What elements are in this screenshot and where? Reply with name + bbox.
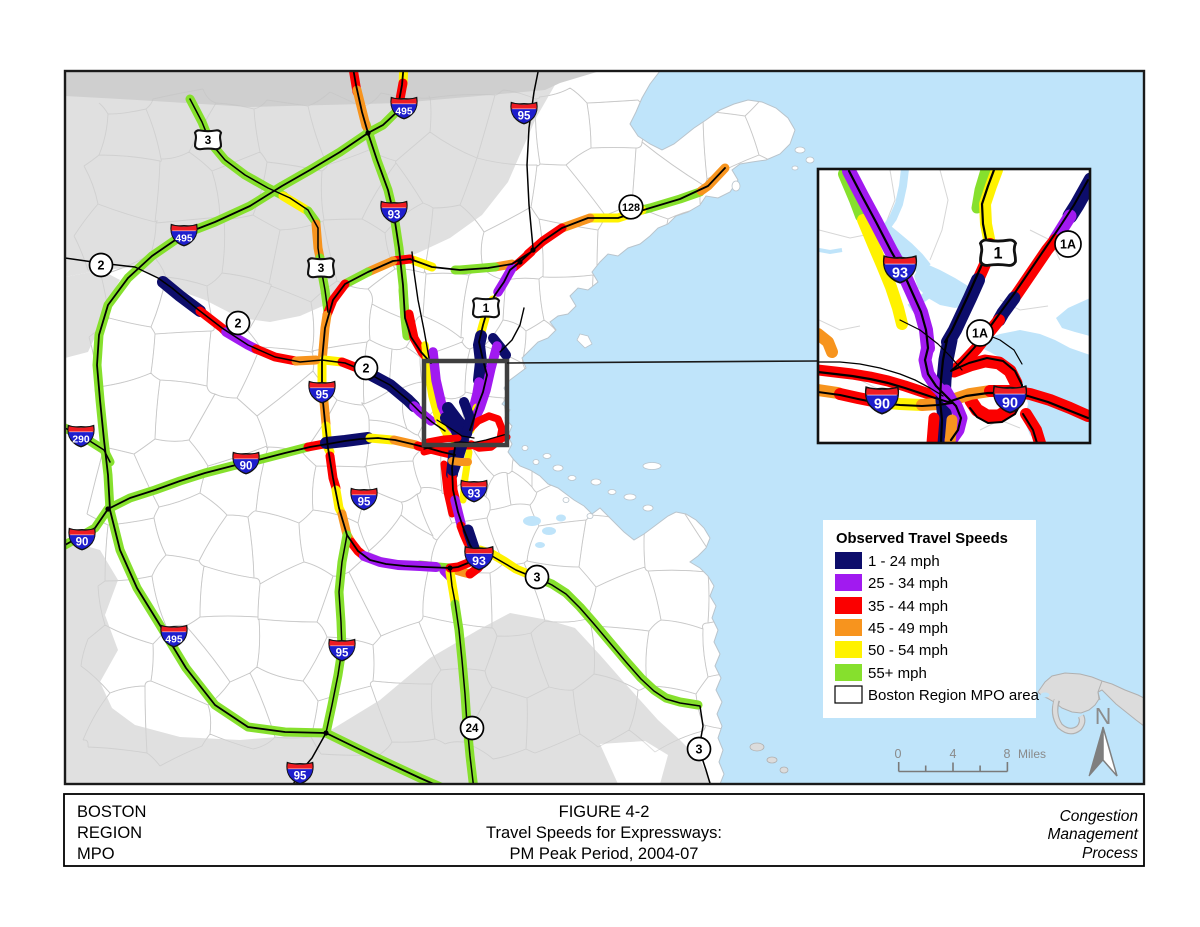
svg-text:N: N (1095, 703, 1112, 729)
svg-text:290: 290 (72, 435, 89, 446)
svg-text:495: 495 (175, 234, 192, 245)
svg-text:93: 93 (388, 210, 401, 222)
svg-text:90: 90 (874, 397, 890, 413)
svg-text:128: 128 (622, 202, 640, 214)
svg-text:0: 0 (895, 747, 902, 761)
svg-text:8: 8 (1004, 747, 1011, 761)
svg-text:Miles: Miles (1018, 747, 1046, 761)
svg-text:Travel Speeds for Expressways:: Travel Speeds for Expressways: (486, 824, 722, 842)
svg-text:90: 90 (76, 537, 89, 549)
svg-text:25 - 34 mph: 25 - 34 mph (868, 575, 948, 592)
svg-text:24: 24 (466, 723, 479, 735)
svg-text:95: 95 (518, 111, 531, 123)
svg-text:Management: Management (1048, 826, 1139, 843)
svg-text:FIGURE 4-2: FIGURE 4-2 (559, 803, 650, 821)
svg-text:1 - 24 mph: 1 - 24 mph (868, 553, 940, 570)
svg-text:55+ mph: 55+ mph (868, 665, 927, 682)
svg-text:Process: Process (1082, 845, 1138, 862)
svg-text:4: 4 (950, 747, 957, 761)
svg-text:Observed Travel Speeds: Observed Travel Speeds (836, 531, 1008, 547)
svg-text:90: 90 (240, 461, 253, 473)
svg-text:3: 3 (205, 133, 212, 147)
svg-text:1: 1 (993, 244, 1002, 262)
svg-text:95: 95 (294, 771, 307, 783)
svg-text:2: 2 (98, 259, 105, 273)
svg-text:35 - 44 mph: 35 - 44 mph (868, 598, 948, 615)
svg-text:3: 3 (534, 571, 541, 585)
svg-text:Boston Region MPO area: Boston Region MPO area (868, 687, 1040, 704)
svg-text:1: 1 (483, 301, 490, 315)
svg-text:BOSTON: BOSTON (77, 803, 146, 821)
svg-text:95: 95 (358, 497, 371, 509)
svg-text:1A: 1A (972, 327, 988, 341)
svg-text:PM Peak Period, 2004-07: PM Peak Period, 2004-07 (510, 845, 699, 863)
svg-text:93: 93 (472, 554, 486, 568)
svg-text:50 - 54 mph: 50 - 54 mph (868, 642, 948, 659)
svg-text:MPO: MPO (77, 845, 115, 863)
svg-text:95: 95 (336, 648, 349, 660)
svg-text:2: 2 (235, 317, 242, 331)
svg-text:45 - 49 mph: 45 - 49 mph (868, 620, 948, 637)
svg-text:90: 90 (1002, 396, 1018, 412)
svg-text:1A: 1A (1060, 238, 1076, 252)
svg-text:95: 95 (316, 390, 329, 402)
svg-text:Congestion: Congestion (1060, 808, 1138, 825)
svg-text:93: 93 (468, 489, 481, 501)
svg-text:495: 495 (395, 107, 412, 118)
svg-text:495: 495 (165, 635, 182, 646)
svg-text:93: 93 (892, 266, 908, 282)
svg-text:REGION: REGION (77, 824, 142, 842)
svg-text:3: 3 (318, 261, 325, 275)
svg-text:3: 3 (696, 743, 703, 757)
svg-text:2: 2 (363, 362, 370, 376)
